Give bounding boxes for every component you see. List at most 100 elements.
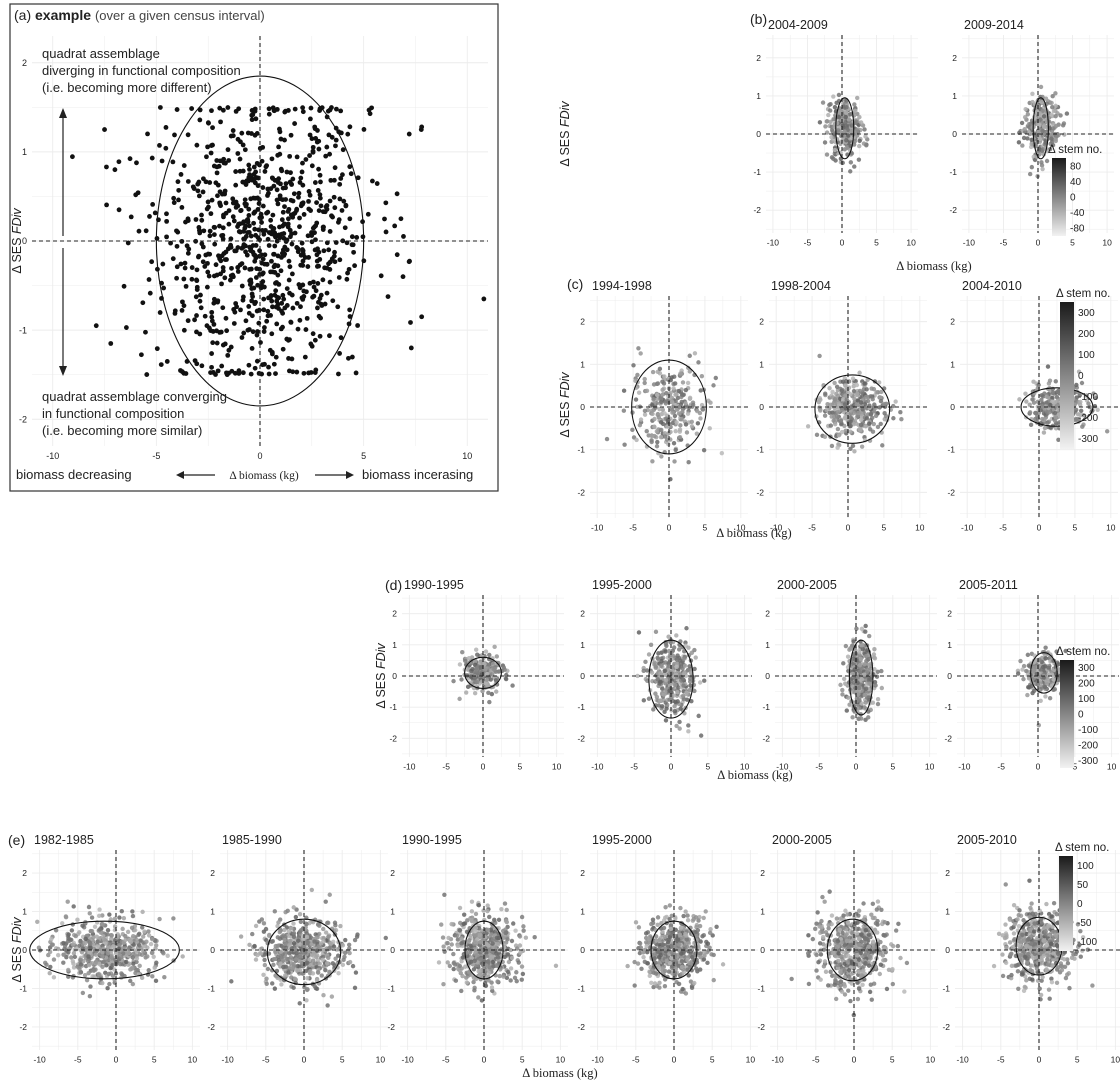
data-point — [834, 384, 840, 389]
data-point — [127, 156, 133, 162]
data-point — [184, 243, 190, 249]
data-point — [288, 197, 294, 203]
data-point — [227, 244, 233, 249]
data-point — [204, 154, 209, 160]
x-tick-label: 5 — [1070, 238, 1075, 248]
x-tick-label: 5 — [517, 762, 522, 772]
data-point — [862, 381, 867, 386]
data-point — [863, 134, 868, 139]
data-point — [872, 656, 878, 661]
data-point — [649, 438, 654, 443]
y-tick-label: -1 — [19, 983, 27, 993]
data-point — [253, 243, 259, 248]
data-point — [328, 941, 334, 946]
data-points — [817, 92, 870, 174]
data-point — [276, 920, 281, 925]
data-point — [335, 304, 341, 310]
data-point — [274, 321, 280, 327]
data-point — [817, 353, 822, 359]
data-point — [200, 189, 206, 195]
data-point — [1077, 402, 1083, 408]
data-point — [119, 909, 124, 914]
data-point — [273, 354, 279, 360]
data-point — [1029, 164, 1035, 170]
data-point — [657, 366, 663, 372]
data-point-outlier — [400, 274, 406, 280]
data-point — [193, 294, 199, 300]
data-point — [297, 285, 303, 291]
data-point — [636, 630, 642, 635]
data-point — [291, 931, 297, 936]
data-point — [857, 650, 862, 655]
data-point — [349, 354, 355, 360]
x-tick-label: -10 — [961, 523, 974, 533]
data-point — [153, 978, 159, 984]
data-point — [824, 152, 830, 157]
data-point — [300, 934, 306, 940]
data-point — [1053, 103, 1058, 109]
x-tick-label: 0 — [667, 523, 672, 533]
data-point — [301, 370, 307, 376]
data-point — [1095, 407, 1100, 412]
data-point — [272, 233, 278, 238]
data-point — [682, 671, 687, 676]
data-point — [181, 327, 187, 333]
data-point — [331, 194, 337, 200]
data-point — [321, 248, 327, 254]
data-point — [1052, 410, 1058, 416]
data-point — [259, 917, 265, 922]
data-point — [848, 111, 853, 117]
data-point — [196, 179, 202, 185]
data-point — [328, 177, 334, 183]
data-point — [196, 193, 202, 199]
data-point — [179, 204, 185, 210]
data-point — [92, 924, 98, 929]
data-point — [284, 286, 290, 291]
data-point — [339, 208, 345, 213]
x-tick-label: 10 — [925, 762, 935, 772]
data-point — [839, 429, 845, 435]
data-point — [219, 363, 225, 369]
data-point — [209, 314, 215, 320]
data-point — [272, 909, 277, 914]
data-point — [327, 229, 333, 234]
x-tick-label: -5 — [997, 762, 1005, 772]
data-point — [1028, 422, 1034, 428]
y-tick-label: -2 — [949, 205, 957, 215]
data-point — [265, 308, 271, 314]
data-point — [711, 383, 716, 388]
data-point — [296, 194, 301, 200]
data-point — [143, 329, 148, 335]
data-point — [848, 429, 853, 434]
data-point — [230, 214, 236, 220]
data-point — [247, 942, 252, 947]
data-point — [856, 685, 862, 691]
data-point — [1025, 136, 1030, 141]
data-point — [154, 346, 160, 352]
data-point — [658, 671, 663, 676]
annotation-converging-1: quadrat assemblage converging — [42, 389, 227, 404]
data-point — [291, 905, 296, 910]
legend-tick-label: 200 — [1078, 329, 1095, 340]
data-point — [878, 421, 883, 427]
data-point — [150, 974, 155, 979]
y-tick-label: 2 — [759, 317, 764, 327]
data-point — [317, 333, 323, 339]
data-point — [316, 313, 322, 319]
legend-tick-label: 100 — [1078, 350, 1095, 361]
data-point — [337, 196, 343, 202]
data-point — [211, 300, 217, 306]
data-point — [151, 954, 156, 959]
data-point — [220, 265, 226, 270]
data-point — [1044, 158, 1050, 164]
data-point — [245, 130, 251, 136]
data-point — [1047, 695, 1053, 701]
data-point — [248, 196, 254, 202]
data-point — [651, 382, 657, 387]
data-point — [274, 298, 280, 304]
data-point — [47, 970, 52, 976]
data-point — [868, 676, 873, 682]
data-point-outlier — [406, 131, 412, 137]
data-point — [209, 364, 214, 370]
